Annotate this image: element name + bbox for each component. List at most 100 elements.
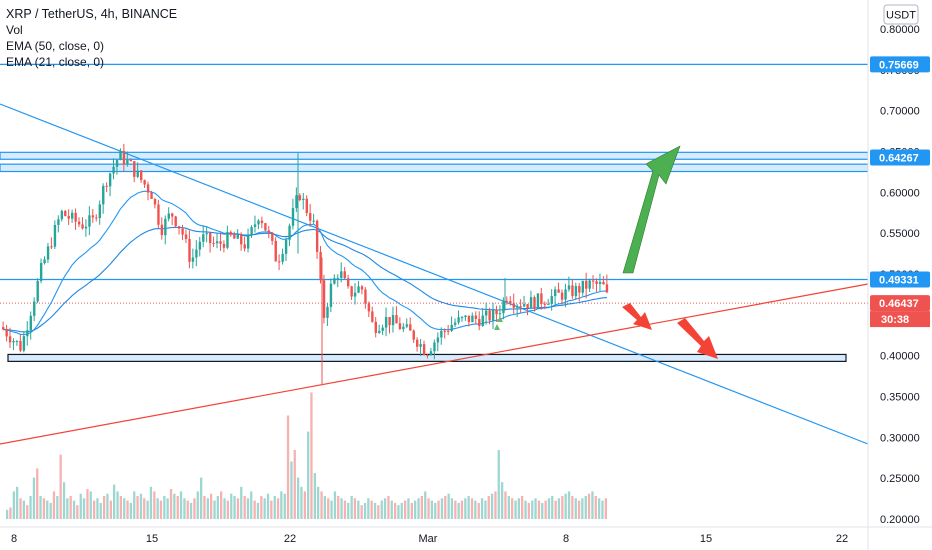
red-down-arrow[interactable] (677, 318, 718, 359)
legend-ema21[interactable]: EMA (21, close, 0) (6, 55, 105, 69)
volume-bar (367, 498, 370, 519)
ema-21-line[interactable] (3, 190, 607, 336)
candle-body (509, 301, 512, 304)
currency-badge[interactable]: USDT (883, 4, 919, 25)
candle-body (153, 198, 157, 205)
volume-bar (9, 507, 12, 519)
candle-body (288, 225, 291, 240)
volume-bar (360, 505, 363, 519)
volume-bar (52, 491, 56, 519)
x-tick-label: 22 (836, 533, 848, 545)
volume-bar (246, 498, 250, 519)
candle-body (233, 234, 236, 239)
candle-body (395, 315, 398, 324)
volume-bar (470, 498, 474, 519)
volume-bar (557, 498, 561, 519)
green-up-arrow[interactable] (622, 145, 681, 274)
volume-bar (501, 482, 504, 519)
candle-body (564, 289, 567, 300)
candle-body (315, 220, 319, 252)
candle-body (305, 198, 308, 214)
candle-body (160, 224, 164, 236)
candle-body (416, 339, 419, 347)
candle-body (12, 341, 15, 343)
price-tag[interactable] (870, 149, 930, 166)
volume-bar (370, 500, 373, 519)
candle-body (164, 218, 167, 236)
signal-triangle (497, 316, 503, 322)
volume-bar (276, 498, 280, 519)
volume-bar (186, 500, 189, 519)
volume-bar (340, 498, 343, 519)
candle-body (129, 159, 133, 162)
ascending-trendline[interactable] (0, 283, 869, 445)
symbol-title[interactable]: XRP / TetherUS, 4h, BINANCE (6, 7, 178, 21)
volume-bar (263, 498, 266, 519)
time-axis[interactable]: 8 15 22 Mar 8 15 22 (0, 526, 932, 545)
candle-body (119, 150, 122, 161)
candle-body (195, 249, 198, 258)
candle-body (50, 246, 53, 248)
candle-body (22, 336, 26, 351)
legend-ema50[interactable]: EMA (50, close, 0) (6, 39, 105, 53)
volume-bar (430, 500, 433, 519)
volume-bar (156, 498, 159, 519)
zone-box[interactable] (0, 163, 869, 173)
price-tag-text: 0.46437 (879, 298, 919, 310)
candle-body (243, 244, 246, 249)
candle-body (602, 281, 605, 285)
candle-body (177, 226, 181, 229)
ema-50-line[interactable] (3, 226, 607, 333)
volume-bar (313, 473, 316, 519)
volume-bar (484, 500, 487, 519)
candle-body (491, 309, 495, 321)
candle-body (105, 185, 108, 187)
candle-body (212, 243, 215, 245)
volume-bar (534, 498, 537, 519)
candle-body (81, 224, 84, 229)
candle-body (481, 315, 484, 327)
zone-box[interactable] (0, 151, 869, 160)
descending-trendline[interactable] (0, 103, 869, 445)
legend-vol[interactable]: Vol (6, 23, 23, 37)
candle-body (205, 233, 208, 235)
candle-body (174, 216, 177, 227)
candle-body (253, 224, 257, 227)
volume-bar (72, 500, 76, 519)
volume-bar (474, 500, 477, 519)
candle-body (443, 330, 446, 332)
candle-body (426, 354, 429, 356)
volume-bar (303, 491, 306, 519)
price-tag[interactable] (870, 56, 930, 73)
volume-bar (210, 493, 213, 519)
candle-body (274, 240, 277, 262)
volume-layer (6, 392, 607, 519)
candle-body (108, 173, 112, 187)
hlines-layer (0, 63, 868, 304)
candle-body (460, 317, 464, 319)
volume-bar (514, 500, 517, 519)
price-tag[interactable] (870, 271, 930, 288)
volume-bar (99, 502, 102, 519)
candle-body (353, 292, 357, 297)
candle-body (409, 324, 412, 331)
volume-bar (189, 502, 193, 519)
candle-body (543, 303, 547, 305)
signal-triangle (494, 324, 500, 330)
volume-bar (297, 477, 300, 519)
candle-body (250, 226, 253, 235)
volume-bar (280, 491, 283, 519)
volume-bar (213, 500, 216, 519)
volume-bar (260, 496, 263, 519)
candle-body (115, 160, 119, 167)
price-axis[interactable]: USDT0.800000.750000.700000.650000.600000… (867, 0, 932, 550)
price-tag[interactable] (870, 295, 930, 312)
candle-body (140, 170, 143, 181)
y-tick-label: 0.80000 (880, 24, 920, 36)
volume-bar (26, 505, 29, 519)
volume-bar (126, 500, 129, 519)
candle-body (526, 304, 529, 308)
volume-bar (16, 486, 19, 519)
red-down-arrow[interactable] (622, 303, 652, 330)
